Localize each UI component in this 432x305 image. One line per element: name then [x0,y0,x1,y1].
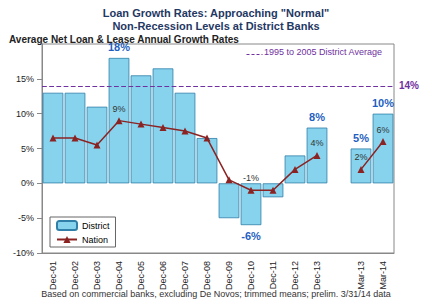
svg-text:5%: 5% [353,132,369,144]
svg-text:Loan Growth Rates: Approaching: Loan Growth Rates: Approaching "Normal" [103,7,329,19]
svg-text:Dec-07: Dec-07 [180,261,190,290]
svg-text:Average Net Loan & Lease Annua: Average Net Loan & Lease Annual Growth R… [9,34,239,45]
svg-text:0%: 0% [21,178,34,188]
svg-text:9%: 9% [112,104,125,114]
svg-text:4%: 4% [310,138,323,148]
svg-text:Dec-01: Dec-01 [48,261,58,290]
svg-text:-10%: -10% [13,248,34,258]
svg-text:Dec-06: Dec-06 [158,261,168,290]
svg-text:8%: 8% [309,111,325,123]
svg-text:Dec-11: Dec-11 [268,261,278,289]
svg-text:District: District [82,221,110,231]
svg-text:5%: 5% [21,144,34,154]
svg-text:10%: 10% [16,109,34,119]
svg-text:Dec-09: Dec-09 [224,261,234,290]
svg-text:Based on commercial banks, exc: Based on commercial banks, excluding De … [41,289,391,299]
svg-text:Dec-13: Dec-13 [312,261,322,290]
svg-text:Mar-13: Mar-13 [356,261,366,290]
svg-text:6%: 6% [376,125,389,135]
svg-text:2%: 2% [354,152,367,162]
svg-text:Dec-10: Dec-10 [246,261,256,290]
svg-text:Mar-14: Mar-14 [378,261,388,290]
svg-text:1995 to 2005 District Average: 1995 to 2005 District Average [264,47,382,57]
svg-text:Dec-02: Dec-02 [70,261,80,290]
svg-text:Dec-03: Dec-03 [92,261,102,290]
svg-text:-5%: -5% [18,213,34,223]
svg-text:Non-Recession Levels at Distri: Non-Recession Levels at District Banks [112,20,319,32]
svg-text:15%: 15% [16,74,34,84]
svg-text:-1%: -1% [243,173,259,183]
svg-text:-6%: -6% [241,230,261,242]
svg-text:Nation: Nation [82,235,108,245]
svg-text:14%: 14% [399,80,419,91]
svg-text:Dec-05: Dec-05 [136,261,146,290]
svg-text:18%: 18% [108,41,130,54]
svg-text:Dec-08: Dec-08 [202,261,212,290]
svg-text:10%: 10% [372,97,394,109]
svg-text:Dec-04: Dec-04 [114,261,124,290]
svg-text:Dec-12: Dec-12 [290,261,300,290]
